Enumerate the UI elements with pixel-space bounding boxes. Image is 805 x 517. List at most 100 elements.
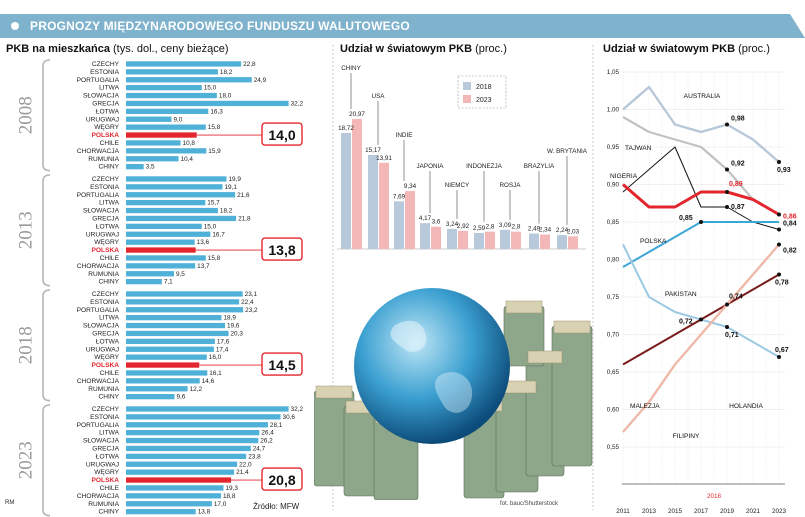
country-label: URUGWAJ — [86, 461, 119, 468]
bar-value-label: 18,0 — [219, 93, 232, 100]
bar-2018 — [447, 228, 457, 249]
country-label: USA — [372, 93, 386, 100]
callout-box — [261, 122, 303, 146]
bar-value-label: 16,7 — [212, 231, 225, 238]
annotation-label: 0,67 — [775, 347, 789, 354]
bar — [126, 148, 207, 154]
bar-2023 — [405, 191, 415, 249]
bar — [126, 338, 215, 344]
series-line-holandia — [622, 244, 780, 358]
bar-value-label: 13,7 — [197, 263, 210, 270]
bar-2023 — [458, 230, 468, 249]
right-chart-title-row: Udział w światowym PKB (proc.) — [603, 43, 770, 55]
country-label: CHORWACJA — [77, 493, 120, 500]
bar-value-label: 16,0 — [209, 354, 222, 361]
country-label: JAPONIA — [417, 163, 445, 170]
annotation-marker — [777, 355, 781, 359]
bar-value-label: 24,9 — [254, 77, 267, 84]
bar — [126, 124, 206, 130]
bar — [126, 271, 174, 277]
annotation-marker — [725, 122, 729, 127]
annotation-marker — [725, 325, 729, 329]
bar-value-label: 9,6 — [176, 394, 185, 401]
series-label: NIGERIA — [610, 173, 638, 180]
bar-value-label: 26,2 — [260, 438, 273, 445]
bar-2023 — [540, 234, 550, 249]
country-label: SŁOWACJA — [83, 208, 120, 215]
callout-value: 20,8 — [268, 472, 295, 488]
series-label: PAKISTAN — [665, 291, 697, 298]
value-label-2023: 2,03 — [567, 228, 580, 235]
annotation-label: 0,93 — [777, 167, 791, 174]
x-tick-label: 2015 — [668, 508, 683, 515]
bar — [126, 77, 252, 83]
value-label-2018: 18,72 — [338, 125, 354, 132]
bar — [126, 263, 196, 269]
bar-2023 — [379, 162, 389, 249]
x-tick-label: 2021 — [746, 508, 761, 515]
x-tick-label: 2011 — [616, 508, 630, 515]
y-tick-label: 0,65 — [607, 369, 620, 376]
bar — [126, 354, 207, 360]
bar-value-label: 13,6 — [197, 239, 210, 246]
value-label-2018: 2,59 — [473, 225, 486, 232]
value-label-2023: 3,6 — [432, 219, 441, 226]
callout-box — [261, 352, 303, 376]
y-tick-label: 0,90 — [607, 182, 620, 189]
legend-swatch-2018 — [463, 82, 471, 90]
legend-label-2018: 2018 — [476, 84, 492, 91]
bar-value-label: 18,2 — [220, 69, 233, 76]
bar — [126, 378, 200, 384]
country-label: LITWA — [99, 430, 120, 437]
value-label-2023: 2,8 — [512, 224, 521, 231]
bar — [126, 108, 209, 114]
bar — [126, 231, 211, 237]
country-label: PORTUGALIA — [77, 192, 120, 199]
country-label: RUMUNIA — [88, 386, 119, 393]
country-label: GRECJA — [92, 446, 119, 453]
bar-value-label: 10,4 — [181, 156, 194, 163]
bar — [126, 215, 237, 222]
panel-year-label: 2008 — [15, 96, 36, 134]
country-label: CHILE — [100, 370, 120, 377]
series-label: HOLANDIA — [729, 403, 763, 410]
page-title: PROGNOZY MIĘDZYNARODOWEGO FUNDUSZU WALUT… — [30, 19, 410, 33]
country-label: CHINY — [98, 279, 119, 286]
value-label-2023: 9,34 — [404, 183, 417, 190]
bar-value-label: 21,6 — [237, 192, 250, 199]
bar — [126, 414, 281, 420]
bar-value-label: 21,8 — [238, 216, 251, 223]
bar — [126, 493, 221, 499]
country-label: WĘGRY — [94, 239, 119, 246]
bar-highlight — [126, 132, 197, 138]
bar-value-label: 17,6 — [217, 338, 230, 345]
bar-value-label: 19,9 — [228, 176, 241, 183]
country-label: ŁOTWA — [96, 108, 120, 115]
mid-chart-subtitle: (proc.) — [475, 43, 507, 55]
value-label-2018: 7,69 — [393, 193, 406, 200]
annotation-label: 0,89 — [729, 181, 743, 188]
country-label: CHINY — [98, 164, 119, 171]
y-tick-label: 0,55 — [607, 444, 620, 451]
bar-value-label: 17,0 — [214, 501, 227, 508]
bar — [126, 307, 244, 313]
bar-value-label: 21,4 — [236, 469, 249, 476]
bar — [126, 406, 289, 412]
bar-value-label: 19,3 — [225, 485, 238, 492]
bar-2018 — [368, 154, 378, 249]
country-label: PORTUGALIA — [77, 422, 120, 429]
y-tick-label: 0,70 — [607, 332, 620, 339]
country-label: POLSKA — [92, 477, 120, 484]
callout-value: 13,8 — [268, 242, 295, 258]
bar-2023 — [352, 118, 362, 250]
bar — [126, 469, 235, 475]
bar-value-label: 18,8 — [223, 493, 236, 500]
country-label: CHINY — [341, 65, 361, 72]
bar — [126, 164, 144, 170]
bar-2023 — [568, 236, 578, 249]
bar — [126, 69, 218, 75]
annotation-label: 0,74 — [729, 294, 743, 301]
legend-box — [457, 75, 507, 109]
country-label: LITWA — [99, 200, 120, 207]
country-label: PORTUGALIA — [77, 77, 120, 84]
